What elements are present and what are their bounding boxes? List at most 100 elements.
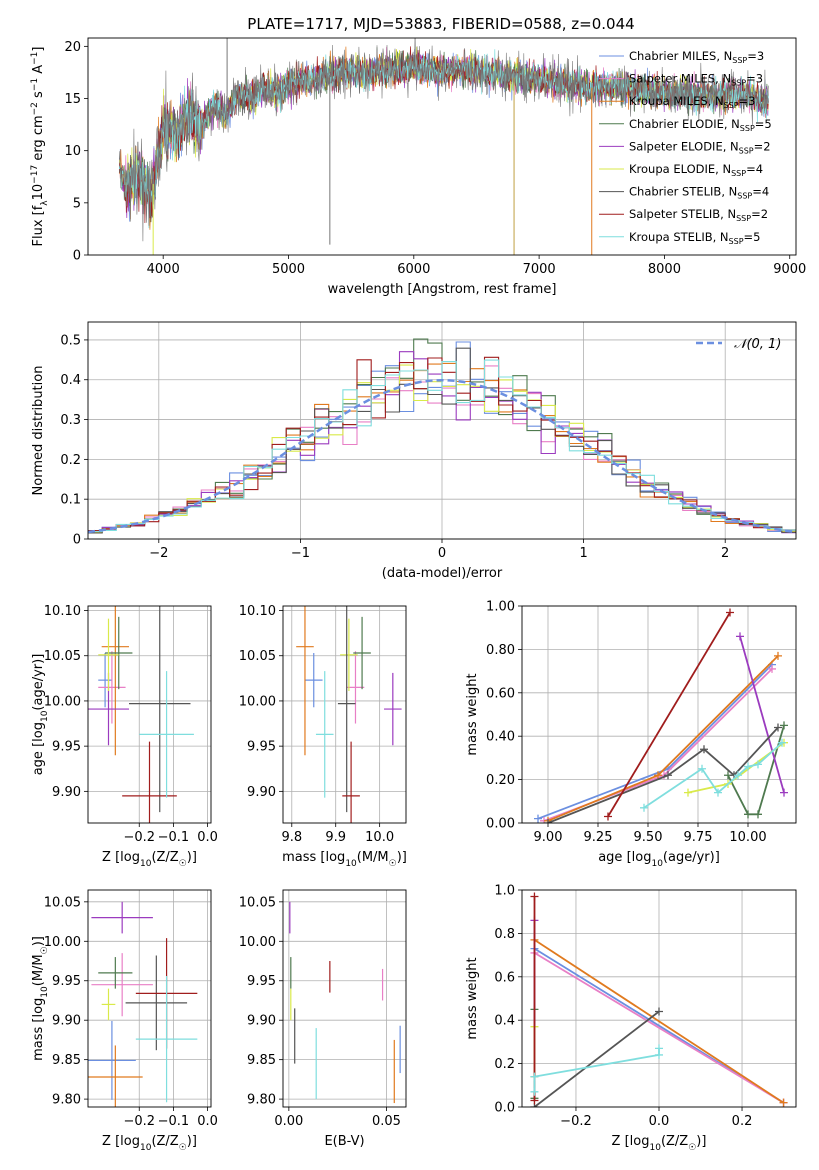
weight-line-salpeter-stelib: [607, 612, 731, 817]
age-vs-mass-ytick-label: 10.00: [239, 694, 276, 709]
weight-vs-Z-xtick-label: 0.2: [732, 1114, 753, 1129]
weight-marker: [640, 803, 648, 812]
weight-marker: [604, 812, 612, 821]
age-vs-mass-xtick-label: 10.0: [365, 830, 394, 845]
weight-marker: [664, 771, 672, 780]
residuals-ytick-label: 0: [73, 533, 81, 548]
weight-vs-age-ylabel: mass weight: [465, 673, 480, 755]
residuals-xtick-label: 2: [721, 546, 729, 561]
weight-marker: [530, 1072, 539, 1081]
age-vs-mass-frame: [282, 605, 407, 824]
age-vs-Z-ytick-label: 9.95: [52, 740, 81, 755]
weight-marker: [655, 1044, 663, 1053]
spectrum-ytick-label: 10: [64, 144, 81, 159]
weight-vs-Z-ytick-label: 0.0: [494, 1101, 515, 1116]
residuals-ytick-label: 0.2: [60, 453, 81, 468]
mass-vs-EBV-ytick-label: 9.95: [247, 974, 276, 989]
mass-vs-Z-ytick-label: 9.95: [52, 974, 81, 989]
mass-vs-Z-ytick-label: 10.05: [44, 895, 81, 910]
spectrum-plot: [118, 38, 769, 255]
weight-marker: [714, 788, 722, 797]
weight-marker: [700, 745, 708, 754]
mass-vs-EBV-xtick-label: 0.00: [274, 1114, 303, 1129]
mass-vs-Z-xtick-label: −0.2: [123, 1114, 155, 1129]
spectrum-legend: Chabrier MILES, NSSP=3 Salpeter MILES, NS…: [599, 49, 772, 246]
spectrum-xtick-label: 6000: [397, 262, 430, 277]
weight-marker: [544, 819, 552, 823]
spectrum-xtick-label: 7000: [523, 262, 556, 277]
mass-vs-Z-ylabel: mass [log10(M/M☉)]: [31, 936, 50, 1061]
spectrum-ytick-label: 5: [73, 196, 81, 211]
age-vs-mass-ytick-label: 9.90: [247, 785, 276, 800]
residuals-xlabel: (data-model)/error: [382, 566, 503, 581]
age-vs-mass-xlabel: mass [log10(M/M☉)]: [282, 850, 407, 869]
age-vs-Z-ytick-label: 10.05: [44, 649, 81, 664]
weight-marker: [774, 651, 782, 660]
age-vs-Z-xtick-label: 0.0: [197, 830, 218, 845]
spectrum-ylabel: Flux [fλ10−17 erg cm−2 s−1 A−1]: [30, 47, 50, 247]
age-vs-Z-xtick-label: −0.2: [123, 830, 155, 845]
figure-title: PLATE=1717, MJD=53883, FIBERID=0588, z=0…: [247, 15, 634, 33]
legend-label: Kroupa MILES, NSSP=3: [629, 94, 755, 110]
residuals-xtick-label: −2: [149, 546, 168, 561]
spectrum-xlabel: wavelength [Angstrom, rest frame]: [328, 282, 557, 297]
mass-vs-EBV-ytick-label: 10.05: [239, 895, 276, 910]
legend-label: Chabrier MILES, NSSP=3: [629, 49, 764, 65]
weight-vs-age-xlabel: age [log10(age/yr)]: [598, 850, 720, 869]
weight-vs-age-ytick-label: 1.00: [486, 600, 515, 615]
weight-marker: [726, 608, 734, 617]
legend-label: 𝒩(0, 1): [734, 337, 781, 352]
spectrum-xtick-label: 8000: [648, 262, 681, 277]
spectrum-xtick-label: 9000: [773, 262, 806, 277]
spectrum-ytick-label: 20: [64, 40, 81, 55]
weight-vs-Z-xtick-label: 0.0: [649, 1114, 670, 1129]
age-vs-Z-axes: −0.2 −0.1 0.0 9.90 9.95 10.00 10.05 10.10 Z [log…: [31, 604, 218, 869]
mass-vs-EBV-xtick-label: 0.05: [372, 1114, 401, 1129]
weight-marker: [530, 892, 539, 901]
spectrum-xtick-label: 5000: [272, 262, 305, 277]
mass-vs-EBV-ytick-label: 10.00: [239, 935, 276, 950]
age-vs-mass-ytick-label: 10.10: [239, 604, 276, 619]
residuals-ytick-label: 0.5: [60, 333, 81, 348]
age-vs-mass-ytick-label: 10.05: [239, 649, 276, 664]
legend-label: Chabrier STELIB, NSSP=4: [629, 185, 769, 201]
mass-vs-Z-xtick-label: 0.0: [197, 1114, 218, 1129]
age-vs-mass-plot: [296, 606, 402, 823]
legend-label: Salpeter MILES, NSSP=3: [629, 72, 763, 88]
weight-vs-age-ytick-label: 0.00: [486, 817, 515, 832]
weight-marker: [655, 1007, 663, 1016]
weight-line-salpeter-miles: [534, 952, 784, 1104]
residuals-frame: [87, 321, 797, 540]
mass-vs-Z-ytick-label: 9.80: [52, 1093, 81, 1108]
age-vs-Z-ytick-label: 10.10: [44, 604, 81, 619]
weight-vs-Z-xtick-label: −0.2: [560, 1114, 592, 1129]
weight-vs-Z-axes: −0.2 0.0 0.2 0.0 0.2 0.4 0.6 0.8 1.0 Z [log10(Z/Z…: [465, 884, 796, 1153]
mass-vs-Z-xtick-label: −0.1: [158, 1114, 190, 1129]
weight-vs-Z-ytick-label: 0.2: [494, 1057, 515, 1072]
spectrum-ytick-label: 0: [73, 249, 81, 264]
mass-vs-Z-axes: −0.2 −0.1 0.0 9.80 9.85 9.90 9.95 10.00 10.05 Z […: [31, 890, 218, 1153]
mass-vs-Z-plot: [88, 901, 198, 1107]
weight-vs-age-xtick-label: 9.50: [634, 830, 663, 845]
residuals-axes: −2 −1 0 1 2 0 0.1 0.2 0.3 0.4 0.5 (data-model)/erro…: [31, 322, 796, 581]
mass-vs-EBV-frame: [282, 889, 407, 1108]
mass-vs-EBV-xlabel: E(B-V): [324, 1134, 364, 1149]
residuals-ytick-label: 0.3: [60, 413, 81, 428]
weight-vs-Z-ylabel: mass weight: [465, 957, 480, 1039]
age-vs-mass-ytick-label: 9.95: [247, 740, 276, 755]
mass-vs-Z-frame: [87, 889, 212, 1108]
weight-vs-Z-frame: [521, 889, 797, 1108]
residuals-ylabel: Normed distribution: [31, 366, 46, 496]
age-vs-mass-axes: 9.8 9.9 10.0 9.90 9.95 10.00 10.05 10.10 mass [l…: [239, 604, 407, 869]
age-vs-Z-xtick-label: −0.1: [158, 830, 190, 845]
age-vs-Z-plot: [88, 606, 194, 823]
legend-label: Salpeter ELODIE, NSSP=2: [629, 139, 771, 155]
legend-label: Chabrier ELODIE, NSSP=5: [629, 117, 772, 133]
weight-marker: [744, 810, 752, 819]
weight-marker: [698, 764, 706, 773]
weight-marker: [754, 760, 762, 769]
weight-vs-Z-plot: [530, 892, 788, 1107]
mass-vs-EBV-ytick-label: 9.90: [247, 1014, 276, 1029]
age-vs-Z-ytick-label: 10.00: [44, 694, 81, 709]
